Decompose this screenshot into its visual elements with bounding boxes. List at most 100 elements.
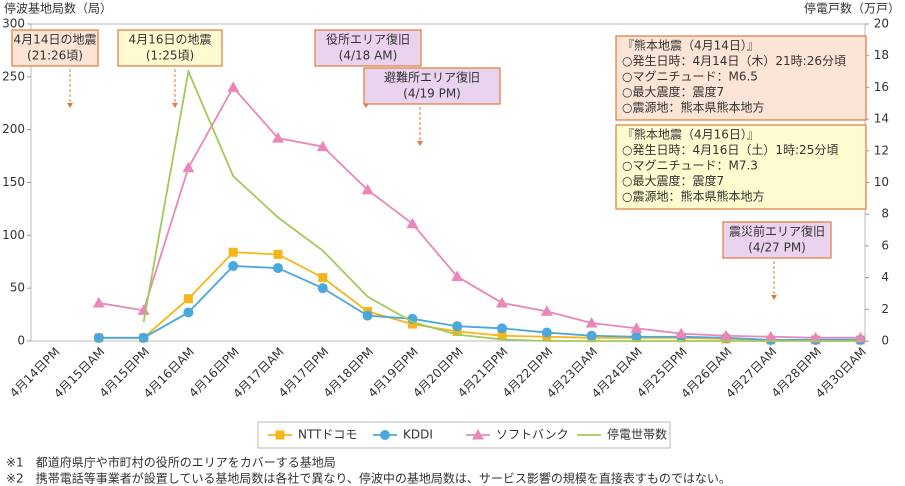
annotation: 『熊本地震（4月14日）』○発生日時：4月14日（木）21時:26分頃 ○マグニチ… — [615, 35, 867, 121]
annotation-text: 『熊本地震（4月16日）』 — [622, 127, 759, 142]
marker — [497, 323, 507, 334]
annotation-text: 4月14日の地震 — [14, 33, 97, 47]
annotation-box — [615, 124, 867, 210]
legend-marker — [472, 429, 484, 440]
marker — [273, 249, 283, 259]
marker — [720, 329, 732, 341]
marker — [93, 332, 104, 343]
annotation-text: 『熊本地震（4月14日）』 — [622, 38, 759, 53]
legend-label: 停電世帯数 — [607, 427, 667, 442]
annotation-arrowhead — [172, 103, 178, 108]
y2-tick-label: 14 — [874, 112, 889, 126]
annotation-text: 震災前エリア復旧 — [729, 224, 825, 239]
y2-tick-label: 8 — [881, 207, 889, 221]
y2-tick-label: 6 — [881, 238, 889, 252]
marker — [764, 330, 777, 342]
legend-label: KDDI — [403, 428, 433, 442]
annotation-arrowhead — [67, 103, 73, 108]
marker — [451, 270, 464, 282]
marker — [540, 305, 553, 316]
marker — [854, 331, 867, 343]
marker — [182, 161, 195, 173]
marker — [318, 273, 328, 283]
marker — [228, 260, 239, 271]
marker — [407, 319, 417, 329]
annotation: 4月16日の地震 (1:25頃) — [117, 29, 223, 108]
annotation: 避難所エリア復旧 (4/19 PM) — [363, 67, 501, 146]
annotation-box — [314, 29, 422, 67]
annotation-text: (1:25頃) — [146, 49, 194, 63]
marker — [452, 321, 463, 332]
y-tick-label: 300 — [2, 17, 25, 31]
marker — [406, 217, 419, 229]
annotation: 4月14日の地震 (21:26頃) — [11, 29, 99, 108]
annotation-text: (4/19 PM) — [403, 87, 461, 101]
annotation: 役所エリア復旧 (4/18 AM) — [314, 29, 422, 108]
marker — [675, 327, 688, 339]
annotation-box — [117, 29, 223, 67]
marker — [317, 283, 328, 294]
y2-tick-label: 0 — [881, 334, 889, 348]
legend-label: NTTドコモ — [298, 428, 357, 442]
annotation-text: ○発生日時：4月14日（木）21時:26分頃 — [622, 54, 846, 68]
annotation-text: ○マグニチュード：M7.3 — [622, 159, 758, 173]
series-line — [98, 85, 861, 339]
marker — [272, 132, 284, 143]
marker — [227, 81, 240, 92]
y-tick-label: 0 — [17, 334, 25, 348]
y2-tick-label: 10 — [874, 175, 889, 189]
annotation-text: 役所エリア復旧 — [326, 32, 410, 47]
legend-label: ソフトバンク — [496, 428, 569, 442]
annotation-text: (4/27 PM) — [748, 241, 806, 255]
y-tick-label: 100 — [2, 228, 25, 242]
legend-frame — [257, 421, 671, 449]
y-axis-label: 停波基地局数（局） — [4, 1, 112, 16]
annotation-arrowhead — [771, 295, 777, 300]
y-tick-label: 200 — [2, 122, 25, 136]
annotation-text: (21:26頃) — [27, 49, 83, 63]
marker — [496, 296, 508, 308]
legend-marker — [275, 430, 285, 440]
y2-tick-label: 2 — [881, 302, 889, 316]
y2-axis-label: 停電戸数（万戸） — [804, 1, 900, 16]
annotation-text: 避難所エリア復旧 — [384, 70, 480, 85]
marker — [137, 304, 150, 315]
legend-marker — [275, 430, 285, 440]
y-tick-label: 150 — [2, 175, 25, 189]
marker — [809, 331, 822, 343]
annotation-text: ○発生日時：4月16日（土）1時:25分頃 — [622, 143, 838, 157]
y-tick-label: 50 — [10, 281, 25, 295]
annotation-arrowhead — [417, 141, 423, 146]
y2-tick-label: 20 — [874, 17, 889, 31]
marker — [183, 307, 194, 318]
annotation-box — [615, 35, 867, 121]
marker — [631, 331, 642, 342]
annotation-box — [363, 67, 501, 105]
annotation-text: ○マグニチュード：M6.5 — [622, 70, 758, 84]
marker — [361, 183, 374, 195]
marker — [497, 331, 507, 341]
marker — [630, 322, 643, 333]
marker — [586, 330, 597, 341]
annotation: 震災前エリア復旧 (4/27 PM) — [722, 221, 832, 300]
marker — [585, 317, 598, 328]
marker — [228, 247, 238, 257]
marker — [183, 294, 193, 304]
annotation-box — [11, 29, 99, 67]
annotation-box — [722, 221, 832, 259]
series-line — [98, 265, 861, 341]
annotation: 『熊本地震（4月16日）』○発生日時：4月16日（土）1時:25分頃 ○マグニチュ… — [615, 124, 867, 210]
annotation-text: ○最大震度：震度7 — [622, 84, 724, 99]
annotation-text: (4/18 AM) — [339, 49, 398, 63]
marker — [452, 326, 462, 336]
marker — [273, 263, 283, 274]
marker — [138, 332, 149, 343]
marker — [92, 296, 105, 308]
y2-tick-label: 4 — [881, 270, 889, 284]
annotation-text: ○震源地：熊本県熊本地方 — [622, 100, 764, 115]
note: ※2 携帯電話等事業者が設置している基地局数は各社で異なり、停波中の基地局数は、… — [6, 471, 731, 486]
y-tick-label: 250 — [2, 69, 25, 83]
legend-marker — [380, 430, 390, 440]
y2-tick-label: 16 — [874, 80, 889, 94]
